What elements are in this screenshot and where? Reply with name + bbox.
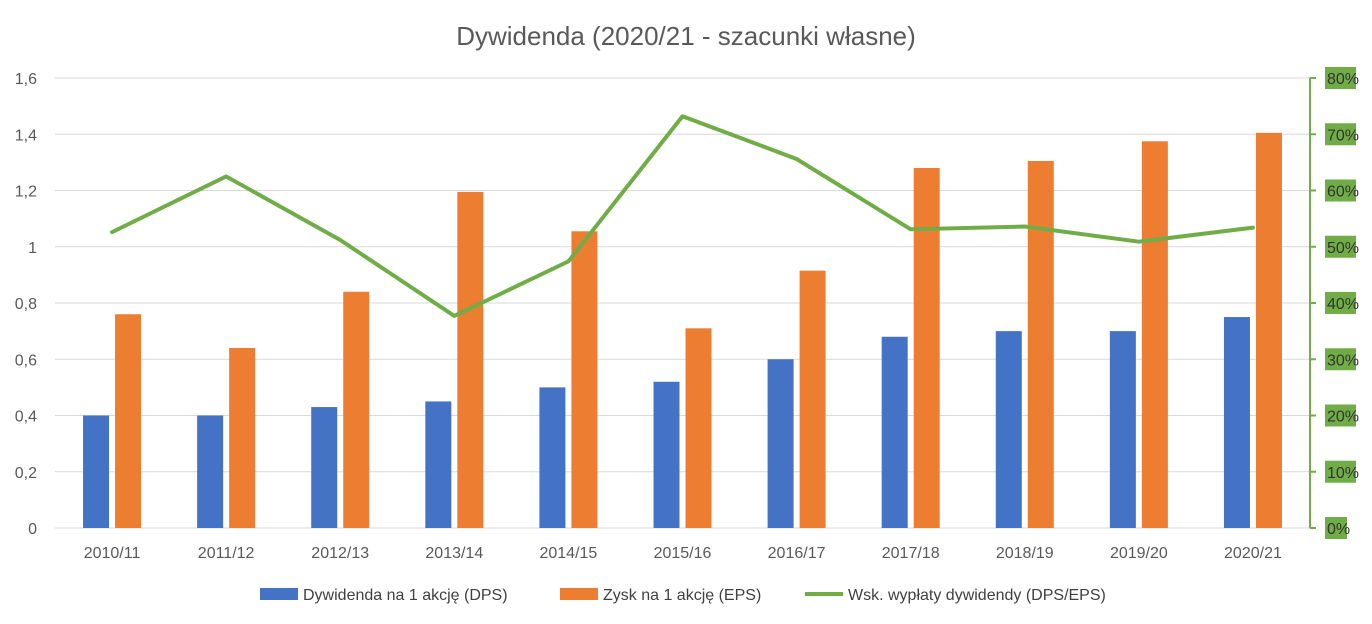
y2-tick-label: 20% (1327, 409, 1359, 426)
y2-tick-label: 70% (1327, 127, 1359, 144)
y-axis-right: 0% 10% 20% 30% 40% 50% 60% 70% 80% (1309, 67, 1359, 539)
bar-dps (995, 331, 1022, 528)
y-tick-label: 0,8 (15, 296, 37, 313)
y2-tick-label: 40% (1327, 296, 1359, 313)
bar-dps (83, 415, 110, 528)
bar-dps (197, 415, 224, 528)
y-tick-label: 1,2 (15, 184, 37, 201)
bar-dps (1109, 331, 1136, 528)
x-tick-label: 2010/11 (84, 545, 141, 562)
y-axis-left: 0 0,2 0,4 0,6 0,8 1 1,2 1,4 1,6 (15, 71, 37, 538)
bar-dps (425, 401, 452, 528)
y-tick-label: 1 (28, 240, 37, 257)
bar-eps (229, 348, 256, 528)
x-tick-label: 2013/14 (425, 545, 483, 562)
y-tick-label: 1,4 (15, 127, 37, 144)
x-tick-label: 2011/12 (198, 545, 255, 562)
bar-eps (343, 291, 370, 528)
x-tick-label: 2012/13 (311, 545, 369, 562)
y2-tick-background (1325, 460, 1356, 483)
bar-dps (653, 381, 680, 528)
legend: Dywidenda na 1 akcję (DPS) Zysk na 1 akcj… (260, 587, 1106, 604)
x-tick-label: 2020/21 (1224, 545, 1282, 562)
chart-title: Dywidenda (2020/21 - szacunki własne) (456, 21, 916, 51)
y2-tick-label: 30% (1327, 352, 1359, 369)
y2-tick-background (1325, 123, 1356, 146)
bar-eps (1255, 132, 1282, 528)
bar-eps (799, 270, 826, 528)
y2-tick-label: 10% (1327, 465, 1359, 482)
y2-tick-background (1325, 179, 1356, 202)
bar-eps (571, 231, 598, 528)
bar-dps (539, 387, 566, 528)
bar-eps (685, 328, 712, 528)
y-tick-label: 1,6 (15, 71, 37, 88)
x-tick-label: 2014/15 (539, 545, 597, 562)
bar-dps (311, 407, 338, 528)
line-series (110, 114, 1255, 318)
bar-dps (1223, 317, 1250, 528)
legend-label: Dywidenda na 1 akcję (DPS) (303, 587, 508, 604)
y2-tick-background (1325, 404, 1356, 427)
y2-tick-label: 0% (1327, 521, 1350, 538)
bar-dps (767, 359, 794, 528)
y2-tick-background (1325, 235, 1356, 258)
x-tick-label: 2016/17 (768, 545, 826, 562)
bar-eps (1027, 160, 1054, 528)
y-tick-label: 0,2 (15, 465, 37, 482)
bar-eps (115, 314, 142, 528)
y-tick-label: 0,4 (15, 409, 37, 426)
legend-swatch (560, 588, 598, 600)
legend-label: Wsk. wypłaty dywidendy (DPS/EPS) (848, 587, 1106, 604)
y2-tick-background (1325, 348, 1356, 371)
x-axis: 2010/11 2011/12 2012/13 2013/14 2014/15 2015/… (84, 545, 1282, 562)
y2-tick-label: 50% (1327, 240, 1359, 257)
legend-swatch (260, 588, 298, 600)
legend-label: Zysk na 1 akcję (EPS) (603, 587, 761, 604)
bar-dps (881, 336, 908, 528)
x-tick-label: 2017/18 (882, 545, 940, 562)
x-tick-label: 2015/16 (654, 545, 712, 562)
x-tick-label: 2018/19 (996, 545, 1054, 562)
y-tick-label: 0,6 (15, 352, 37, 369)
bar-eps (1141, 141, 1168, 528)
y-tick-label: 0 (28, 521, 37, 538)
y2-tick-label: 80% (1327, 71, 1359, 88)
bars (83, 132, 1282, 528)
y2-tick-background (1325, 292, 1356, 314)
bar-eps (913, 168, 940, 528)
y2-tick-label: 60% (1327, 184, 1359, 201)
grid (55, 77, 1310, 529)
line-payout-ratio (110, 114, 1255, 318)
bar-eps (457, 191, 484, 528)
y2-tick-background (1325, 67, 1356, 89)
y2-tick-background (1325, 517, 1347, 539)
x-tick-label: 2019/20 (1110, 545, 1168, 562)
